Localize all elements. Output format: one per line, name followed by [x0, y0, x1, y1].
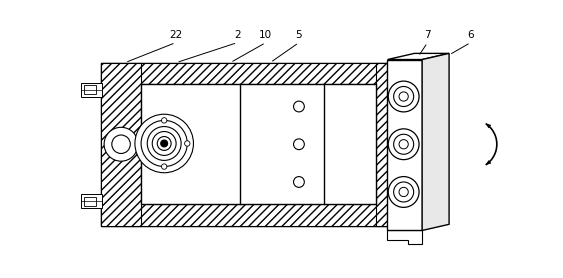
Polygon shape [387, 230, 422, 244]
Circle shape [157, 136, 171, 150]
Circle shape [394, 182, 414, 202]
Circle shape [160, 140, 168, 147]
Bar [84, 85, 96, 94]
Circle shape [141, 120, 187, 167]
Text: 5: 5 [296, 29, 302, 39]
Circle shape [104, 127, 138, 161]
Circle shape [394, 134, 414, 154]
Circle shape [388, 81, 419, 112]
Polygon shape [387, 59, 422, 230]
Polygon shape [387, 53, 449, 59]
Circle shape [399, 140, 408, 149]
Polygon shape [422, 53, 449, 230]
Bar [376, 63, 405, 226]
Circle shape [293, 139, 305, 150]
Circle shape [388, 129, 419, 160]
Circle shape [135, 114, 194, 173]
Text: 2: 2 [234, 29, 240, 39]
Circle shape [388, 177, 419, 207]
Text: 10: 10 [259, 29, 272, 39]
Circle shape [293, 101, 305, 112]
Circle shape [293, 177, 305, 187]
Text: 6: 6 [467, 29, 474, 39]
Circle shape [112, 135, 130, 153]
Bar [81, 194, 102, 208]
Circle shape [399, 187, 408, 197]
Bar [141, 84, 376, 204]
Circle shape [148, 126, 181, 160]
Circle shape [394, 86, 414, 106]
Polygon shape [486, 161, 491, 164]
Circle shape [185, 141, 190, 146]
Bar [101, 204, 405, 226]
Bar [84, 197, 96, 206]
Text: 7: 7 [424, 29, 431, 39]
Bar [101, 63, 405, 84]
Circle shape [162, 118, 167, 123]
Bar [101, 63, 141, 226]
Text: 22: 22 [169, 29, 182, 39]
Circle shape [162, 164, 167, 169]
Circle shape [152, 131, 176, 155]
Circle shape [399, 92, 408, 101]
Bar [101, 63, 405, 226]
Bar [81, 83, 102, 96]
Polygon shape [486, 124, 491, 128]
